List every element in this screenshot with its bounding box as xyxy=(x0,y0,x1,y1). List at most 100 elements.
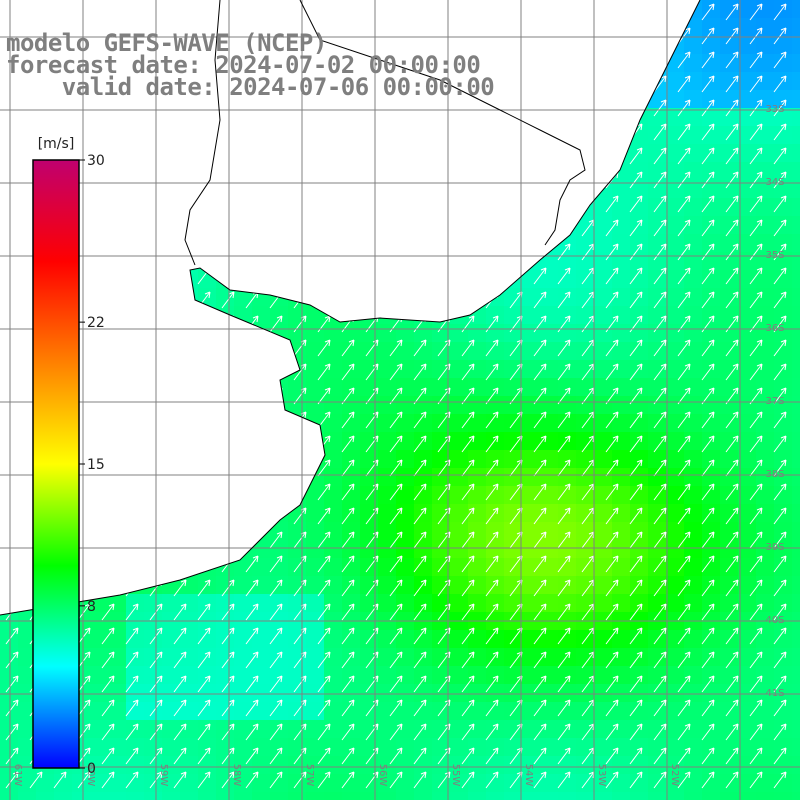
sea-cell xyxy=(396,324,415,343)
sea-cell xyxy=(486,414,505,433)
sea-cell xyxy=(396,342,415,361)
wave-arrow xyxy=(317,483,331,501)
wave-arrow xyxy=(533,507,547,525)
colorbar-tick-label: 30 xyxy=(87,153,105,169)
sea-cell xyxy=(666,90,685,109)
sea-cell xyxy=(18,756,37,775)
sea-cell xyxy=(108,720,127,739)
sea-cell xyxy=(288,324,307,343)
sea-cell xyxy=(522,288,541,307)
sea-cell xyxy=(648,576,667,595)
sea-cell xyxy=(306,360,325,379)
sea-cell xyxy=(612,756,631,775)
sea-cell xyxy=(234,774,253,793)
sea-cell xyxy=(666,486,685,505)
sea-cell xyxy=(396,666,415,685)
sea-cell xyxy=(594,468,613,487)
sea-cell xyxy=(522,684,541,703)
sea-cell xyxy=(396,720,415,739)
sea-cell xyxy=(576,756,595,775)
wave-arrow xyxy=(749,3,763,21)
sea-cell xyxy=(252,792,271,800)
sea-cell xyxy=(702,414,721,433)
sea-cell xyxy=(792,666,800,685)
sea-cell xyxy=(468,342,487,361)
sea-cell xyxy=(738,792,757,800)
sea-cell xyxy=(504,450,523,469)
sea-cell xyxy=(432,360,451,379)
wave-arrow xyxy=(389,411,403,429)
wave-arrow xyxy=(461,363,475,381)
sea-cell xyxy=(450,774,469,793)
sea-cell xyxy=(720,90,739,109)
wave-arrow xyxy=(749,531,763,549)
wave-arrow xyxy=(53,771,67,789)
sea-cell xyxy=(504,738,523,757)
sea-cell xyxy=(756,252,775,271)
wave-arrow xyxy=(629,387,643,405)
wave-arrow xyxy=(317,507,331,525)
sea-cell xyxy=(666,648,685,667)
wave-arrow xyxy=(485,555,499,573)
wave-arrow xyxy=(125,699,139,717)
sea-cell xyxy=(648,378,667,397)
sea-cell xyxy=(198,774,217,793)
sea-cell xyxy=(252,630,271,649)
sea-cell xyxy=(486,324,505,343)
latitude-label: 37S xyxy=(765,396,784,407)
sea-cell xyxy=(576,666,595,685)
sea-cell xyxy=(414,774,433,793)
sea-cell xyxy=(702,684,721,703)
sea-cell xyxy=(306,594,325,613)
sea-cell xyxy=(504,360,523,379)
sea-cell xyxy=(342,450,361,469)
sea-cell xyxy=(396,756,415,775)
sea-cell xyxy=(594,234,613,253)
sea-cell xyxy=(630,540,649,559)
wave-arrow xyxy=(389,555,403,573)
sea-cell xyxy=(702,450,721,469)
wave-arrow xyxy=(533,483,547,501)
sea-cell xyxy=(702,252,721,271)
wave-arrow xyxy=(125,627,139,645)
sea-cell xyxy=(432,522,451,541)
sea-cell xyxy=(468,432,487,451)
wave-arrow xyxy=(341,483,355,501)
wave-arrow xyxy=(629,339,643,357)
sea-cell xyxy=(126,738,145,757)
latitude-label: 41S xyxy=(765,688,784,699)
wave-arrow xyxy=(485,603,499,621)
sea-cell xyxy=(648,324,667,343)
wave-arrow xyxy=(269,699,283,717)
sea-cell xyxy=(252,684,271,703)
sea-cell xyxy=(252,702,271,721)
wave-arrow xyxy=(629,267,643,285)
sea-cell xyxy=(396,594,415,613)
sea-cell xyxy=(522,666,541,685)
sea-cell xyxy=(450,342,469,361)
sea-cell xyxy=(738,288,757,307)
wave-arrow xyxy=(557,243,571,261)
sea-cell xyxy=(378,648,397,667)
sea-cell xyxy=(576,720,595,739)
sea-cell xyxy=(270,684,289,703)
wave-arrow xyxy=(749,435,763,453)
sea-cell xyxy=(792,342,800,361)
sea-cell xyxy=(630,756,649,775)
sea-cell xyxy=(324,396,343,415)
wave-arrow xyxy=(101,603,115,621)
sea-cell xyxy=(468,738,487,757)
sea-cell xyxy=(324,540,343,559)
sea-cell xyxy=(342,396,361,415)
sea-cell xyxy=(756,108,775,127)
sea-cell xyxy=(576,522,595,541)
wave-arrow xyxy=(101,699,115,717)
sea-cell xyxy=(0,648,19,667)
wave-arrow xyxy=(317,531,331,549)
sea-cell xyxy=(324,450,343,469)
wave-arrow xyxy=(485,363,499,381)
sea-cell xyxy=(540,702,559,721)
sea-cell xyxy=(378,432,397,451)
sea-cell xyxy=(108,702,127,721)
